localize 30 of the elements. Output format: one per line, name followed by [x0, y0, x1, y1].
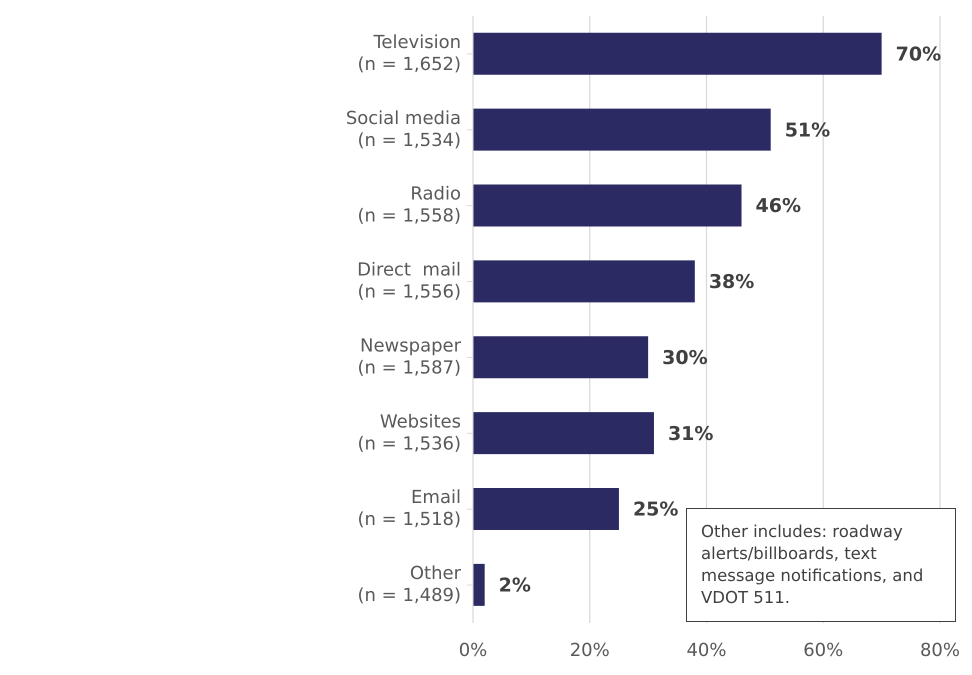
y-tick-label: Radio (n = 1,558) [357, 184, 461, 227]
y-tick-label: Social media (n = 1,534) [346, 108, 461, 151]
x-tick-label: 60% [803, 640, 844, 661]
x-tick-label: 40% [686, 640, 727, 661]
bar [473, 564, 485, 606]
y-tick-label: Email (n = 1,518) [357, 487, 461, 530]
y-tick-label: Television (n = 1,652) [357, 32, 461, 75]
x-tick-label: 20% [570, 640, 610, 661]
y-tick-label: Other (n = 1,489) [357, 562, 462, 606]
data-label: 46% [756, 195, 802, 218]
bar [473, 260, 695, 302]
x-tick-label: 0% [458, 640, 488, 661]
x-tick-label: 80% [920, 640, 960, 661]
data-label: 38% [708, 271, 754, 294]
data-label: 25% [632, 498, 678, 521]
bar [473, 488, 619, 530]
data-label: 31% [668, 422, 714, 445]
y-tick-label: Newspaper (n = 1,587) [357, 335, 462, 378]
bar [473, 412, 654, 454]
bar [473, 108, 771, 151]
data-label: 70% [896, 43, 942, 66]
bar [473, 336, 648, 378]
data-label: 30% [662, 346, 708, 369]
y-tick-label: Websites (n = 1,536) [357, 411, 461, 454]
data-label: 2% [498, 574, 531, 597]
data-label: 51% [784, 119, 830, 142]
y-tick-label: Direct mail (n = 1,556) [357, 259, 461, 302]
note-box: Other includes: roadway alerts/billboards, text message notifications, and VDOT 511. [686, 508, 956, 622]
bar [473, 184, 742, 226]
bar [473, 32, 882, 75]
